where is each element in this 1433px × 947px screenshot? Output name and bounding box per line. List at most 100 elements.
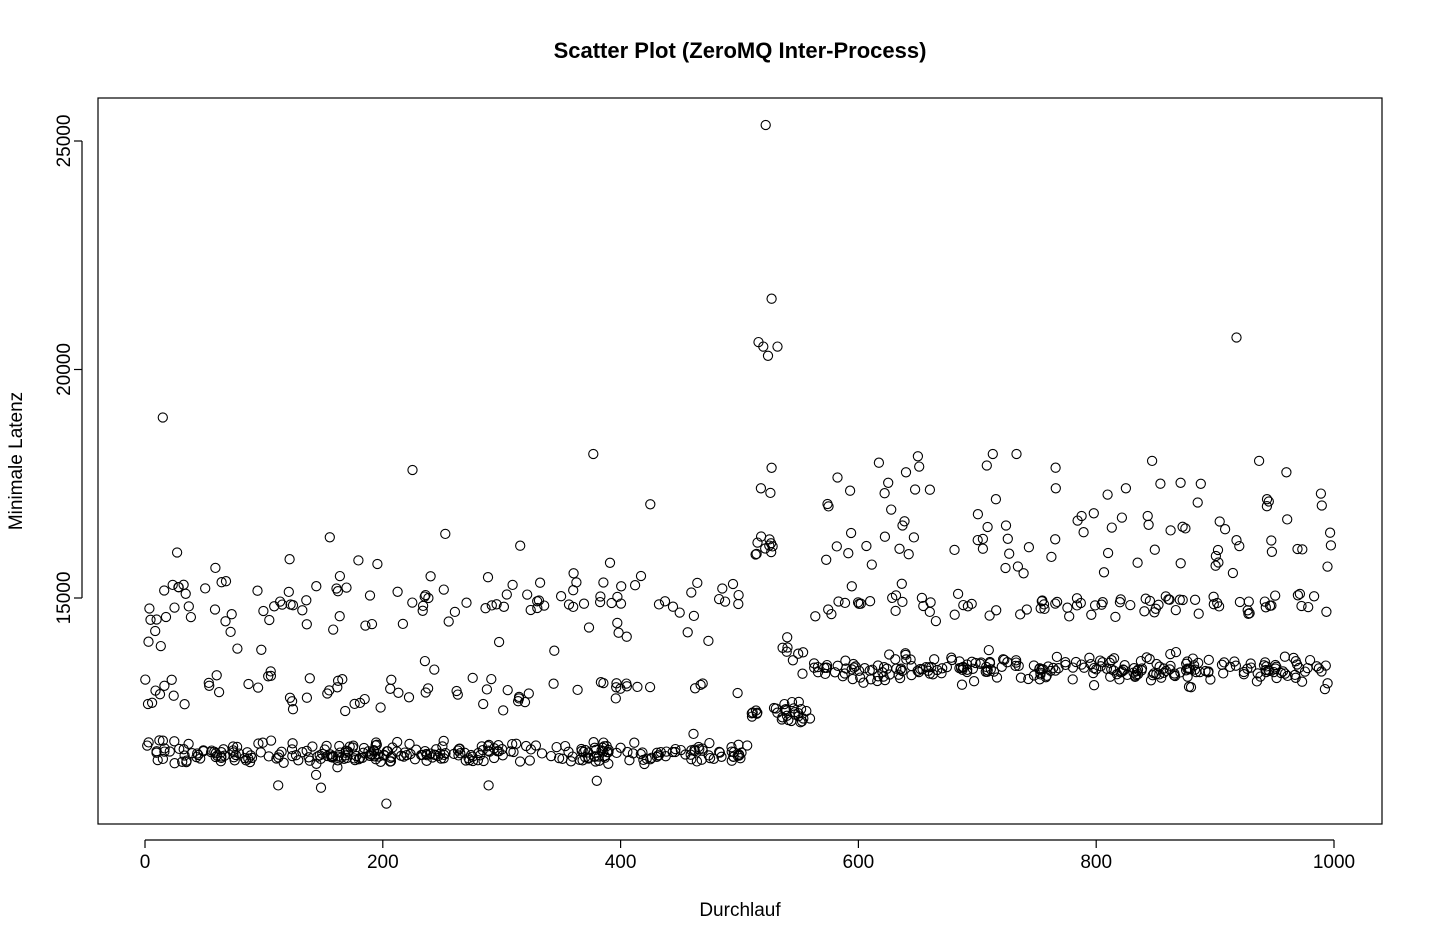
data-point [1078,662,1090,673]
data-point [341,582,352,593]
data-point [1212,597,1223,609]
data-point [253,738,264,749]
data-point [166,674,177,685]
data-point [598,737,609,748]
data-point [752,537,763,548]
data-point [461,597,472,608]
data-point [397,618,409,630]
data-point [265,670,277,682]
data-point [1322,561,1333,572]
data-point [1125,599,1136,611]
data-point [143,737,154,748]
data-point [629,737,640,748]
data-point [274,596,286,607]
data-point [545,750,557,762]
data-point [604,557,616,568]
data-point [157,412,168,423]
data-point [467,751,478,762]
data-point [252,585,263,596]
data-point [747,707,758,718]
data-point [929,654,940,665]
data-point [1011,448,1022,460]
data-point [1290,672,1301,683]
data-point [689,683,701,694]
data-point [977,543,989,554]
data-point [1214,516,1225,527]
data-point [1319,683,1331,695]
data-point [766,546,777,558]
data-point [452,745,464,756]
data-point [758,341,769,352]
data-point [1060,659,1071,671]
data-point [1175,477,1186,488]
data-point [590,756,601,767]
data-point [1076,659,1087,670]
data-point [534,577,546,588]
data-point [598,677,609,689]
data-point [766,293,777,304]
data-point [1165,648,1176,660]
data-point [1291,659,1303,670]
data-point [1088,680,1100,691]
data-point [734,750,745,761]
data-point [1000,520,1012,531]
data-point [381,746,393,757]
data-point [1296,600,1307,612]
data-point [480,603,491,614]
data-point [1051,651,1063,663]
data-point [883,477,894,488]
data-point [1279,668,1291,679]
data-point [205,746,217,758]
data-point [686,587,697,598]
data-point [1015,609,1026,620]
data-point [256,644,267,655]
data-point [1268,666,1279,678]
data-point [812,667,824,678]
data-point [908,532,920,543]
data-point [782,632,793,643]
data-point [1208,591,1219,602]
data-point [322,750,333,762]
data-point [530,740,542,751]
data-point [990,494,1002,505]
data-point [1271,672,1282,684]
data-point [231,741,243,753]
data-point [972,534,983,546]
data-point [1288,652,1299,664]
data-point [1141,652,1152,663]
data-point [525,604,536,616]
data-point [560,740,571,752]
data-point [1097,597,1108,608]
data-point [370,740,381,751]
data-point [659,596,671,607]
data-point [145,614,156,625]
data-point [155,640,166,652]
data-point [311,581,322,592]
data-point [344,741,355,752]
data-point [920,661,932,673]
data-point [1086,609,1097,620]
data-point [476,741,487,752]
data-point [941,661,953,673]
data-point [1153,599,1164,610]
data-point [342,746,353,757]
data-point [472,755,484,766]
data-point [1149,544,1160,555]
data-point [1108,665,1119,676]
data-point [848,658,859,670]
data-point [695,679,706,691]
y-axis-label: Minimale Latenz [6,392,27,530]
data-point [635,570,647,582]
data-point [900,467,912,478]
data-point [273,780,284,791]
data-point [808,658,820,669]
data-points [140,119,1337,809]
data-point [264,614,275,626]
data-point [615,598,627,609]
data-point [1111,669,1123,680]
data-point [1064,611,1075,622]
data-point [315,782,327,793]
data-point [404,738,415,750]
data-point [421,755,432,766]
